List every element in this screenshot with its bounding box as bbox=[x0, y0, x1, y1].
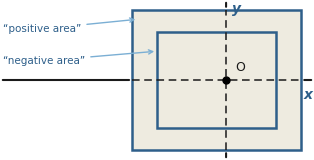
Bar bbox=[157, 32, 276, 128]
Text: “negative area”: “negative area” bbox=[3, 50, 153, 66]
Text: “positive area”: “positive area” bbox=[3, 18, 134, 34]
Text: y: y bbox=[232, 2, 241, 16]
Text: O: O bbox=[236, 61, 245, 74]
Bar bbox=[132, 10, 301, 150]
Text: x: x bbox=[303, 88, 312, 102]
